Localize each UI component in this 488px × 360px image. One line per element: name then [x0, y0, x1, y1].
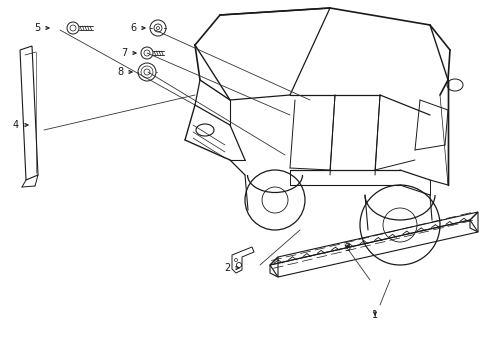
- Text: 1: 1: [371, 310, 377, 320]
- Text: 3: 3: [343, 243, 349, 253]
- Text: 6: 6: [130, 23, 136, 33]
- Text: 4: 4: [13, 120, 19, 130]
- Text: 8: 8: [117, 67, 123, 77]
- Text: 7: 7: [121, 48, 127, 58]
- Text: 2: 2: [224, 263, 230, 273]
- Text: 5: 5: [34, 23, 40, 33]
